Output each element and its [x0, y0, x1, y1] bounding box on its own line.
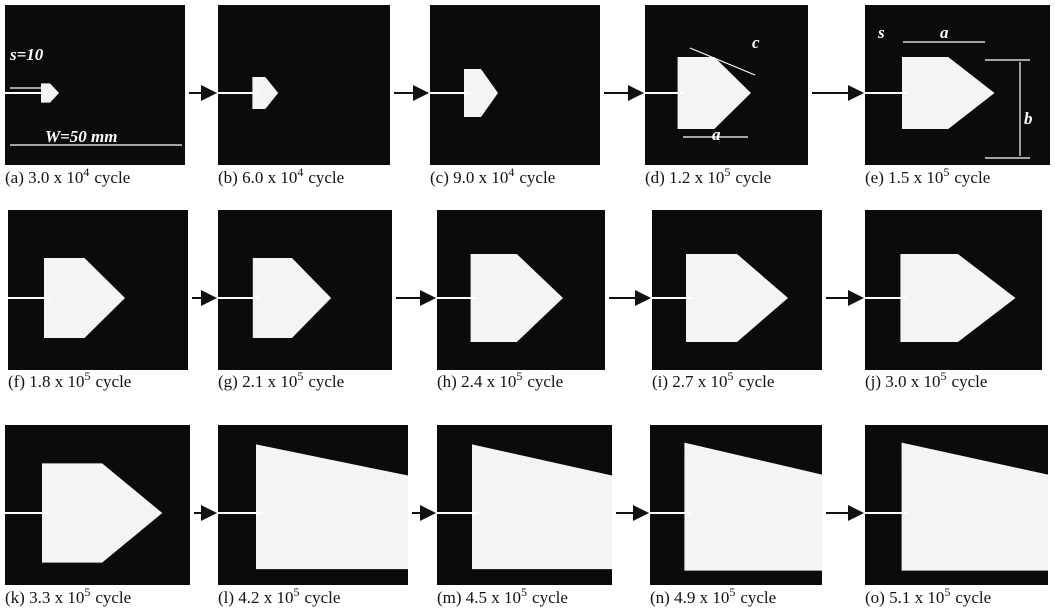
caption-label: (b) 6.0 x 10	[218, 168, 297, 187]
caption-label: (e) 1.5 x 10	[865, 168, 943, 187]
caption: (f) 1.8 x 105 cycle	[8, 369, 131, 391]
caption-exponent: 5	[729, 585, 735, 599]
caption: (b) 6.0 x 104 cycle	[218, 165, 344, 187]
caption-exponent: 4	[508, 165, 514, 179]
caption-exponent: 5	[943, 165, 949, 179]
caption-exponent: 5	[724, 165, 730, 179]
caption-exponent: 5	[84, 369, 90, 383]
caption-label: (k) 3.3 x 10	[5, 588, 84, 607]
annotation: s	[877, 23, 885, 42]
caption: (h) 2.4 x 105 cycle	[437, 369, 563, 391]
specimen-image	[218, 5, 390, 165]
caption-unit: cycle	[95, 588, 131, 607]
annotation: c	[752, 33, 760, 52]
caption-exponent: 5	[728, 369, 734, 383]
caption: (i) 2.7 x 105 cycle	[652, 369, 774, 391]
caption-label: (g) 2.1 x 10	[218, 372, 297, 391]
specimen-image	[430, 5, 600, 165]
caption: (a) 3.0 x 104 cycle	[5, 165, 130, 187]
caption: (e) 1.5 x 105 cycle	[865, 165, 990, 187]
caption-exponent: 4	[297, 165, 303, 179]
caption-unit: cycle	[94, 168, 130, 187]
caption: (c) 9.0 x 104 cycle	[430, 165, 555, 187]
caption-exponent: 5	[294, 585, 300, 599]
caption-unit: cycle	[308, 168, 344, 187]
caption-label: (m) 4.5 x 10	[437, 588, 521, 607]
caption-label: (l) 4.2 x 10	[218, 588, 294, 607]
annotation: s=10	[9, 45, 44, 64]
figure: (a) 3.0 x 104cycle(b) 6.0 x 104cycle(c) …	[0, 0, 1055, 616]
caption-unit: cycle	[532, 588, 568, 607]
caption-unit: cycle	[305, 588, 341, 607]
caption-unit: cycle	[955, 588, 991, 607]
caption-label: (d) 1.2 x 10	[645, 168, 724, 187]
caption: (d) 1.2 x 105 cycle	[645, 165, 771, 187]
caption-unit: cycle	[954, 168, 990, 187]
caption-exponent: 5	[521, 585, 527, 599]
caption-exponent: 5	[516, 369, 522, 383]
caption: (o) 5.1 x 105 cycle	[865, 585, 991, 607]
caption-unit: cycle	[740, 588, 776, 607]
caption-label: (n) 4.9 x 10	[650, 588, 729, 607]
caption: (l) 4.2 x 105 cycle	[218, 585, 340, 607]
caption: (n) 4.9 x 105 cycle	[650, 585, 776, 607]
caption: (g) 2.1 x 105 cycle	[218, 369, 344, 391]
caption: (m) 4.5 x 105 cycle	[437, 585, 568, 607]
caption: (k) 3.3 x 105 cycle	[5, 585, 131, 607]
caption-label: (h) 2.4 x 10	[437, 372, 516, 391]
caption-unit: cycle	[739, 372, 775, 391]
annotation: a	[712, 125, 721, 144]
caption-unit: cycle	[735, 168, 771, 187]
caption-label: (o) 5.1 x 10	[865, 588, 944, 607]
caption-unit: cycle	[527, 372, 563, 391]
caption-unit: cycle	[308, 372, 344, 391]
annotation: W=50 mm	[45, 127, 118, 146]
caption-unit: cycle	[95, 372, 131, 391]
caption-label: (c) 9.0 x 10	[430, 168, 508, 187]
caption-exponent: 5	[84, 585, 90, 599]
caption-exponent: 5	[944, 585, 950, 599]
caption-exponent: 5	[941, 369, 947, 383]
annotation: b	[1024, 109, 1033, 128]
caption-label: (a) 3.0 x 10	[5, 168, 83, 187]
caption-label: (j) 3.0 x 10	[865, 372, 941, 391]
caption: (j) 3.0 x 105 cycle	[865, 369, 987, 391]
annotation: a	[940, 23, 949, 42]
caption-unit: cycle	[519, 168, 555, 187]
caption-unit: cycle	[952, 372, 988, 391]
caption-label: (f) 1.8 x 10	[8, 372, 84, 391]
caption-exponent: 4	[83, 165, 89, 179]
caption-exponent: 5	[297, 369, 303, 383]
caption-label: (i) 2.7 x 10	[652, 372, 728, 391]
